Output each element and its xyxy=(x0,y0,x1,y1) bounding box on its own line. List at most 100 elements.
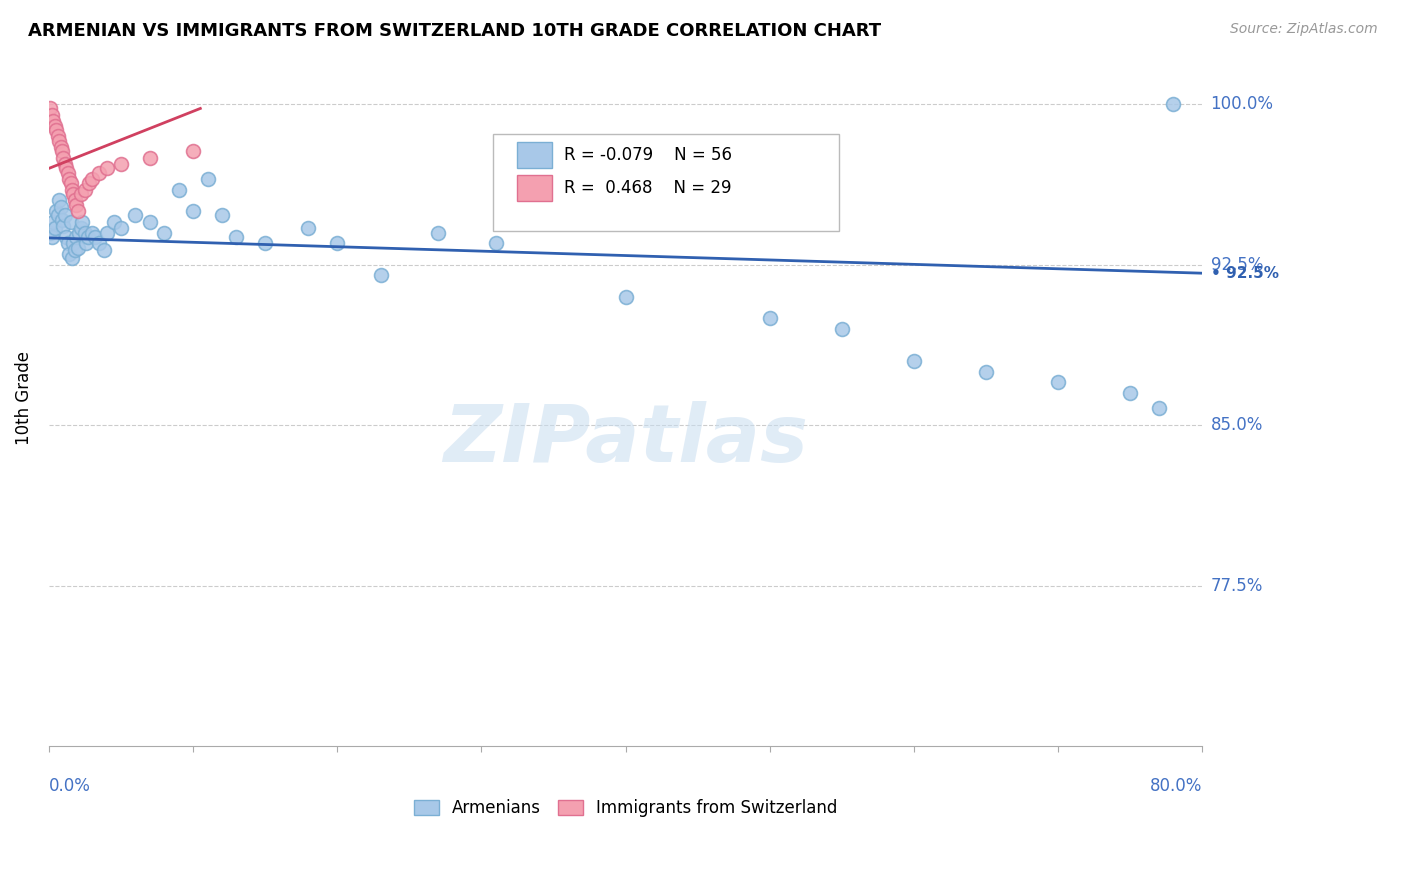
Point xyxy=(70,215,93,229)
Point xyxy=(63,243,86,257)
Point xyxy=(46,209,69,223)
Point xyxy=(66,204,89,219)
Point xyxy=(77,229,100,244)
FancyBboxPatch shape xyxy=(517,175,551,201)
Point xyxy=(1047,376,1070,390)
Text: Source: ZipAtlas.com: Source: ZipAtlas.com xyxy=(1230,22,1378,37)
Point xyxy=(73,183,96,197)
Text: R =  0.468    N = 29: R = 0.468 N = 29 xyxy=(564,179,733,197)
Point xyxy=(73,226,96,240)
Point xyxy=(181,204,204,219)
Point xyxy=(1147,401,1170,415)
Point xyxy=(84,229,107,244)
Point xyxy=(60,251,83,265)
Point xyxy=(89,236,111,251)
Point xyxy=(56,166,79,180)
FancyBboxPatch shape xyxy=(494,134,839,231)
Point xyxy=(39,102,62,116)
Point xyxy=(48,194,70,208)
Point xyxy=(124,209,146,223)
Point xyxy=(56,236,79,251)
Point xyxy=(69,187,91,202)
Point xyxy=(974,365,997,379)
Point xyxy=(65,229,87,244)
Point xyxy=(41,108,63,122)
Point xyxy=(427,226,450,240)
Point xyxy=(42,114,65,128)
Point xyxy=(153,226,176,240)
Point xyxy=(225,229,247,244)
Text: ARMENIAN VS IMMIGRANTS FROM SWITZERLAND 10TH GRADE CORRELATION CHART: ARMENIAN VS IMMIGRANTS FROM SWITZERLAND … xyxy=(28,22,882,40)
Point xyxy=(63,194,86,208)
Point xyxy=(93,243,115,257)
Text: R = -0.079    N = 56: R = -0.079 N = 56 xyxy=(564,146,733,164)
Point xyxy=(44,221,66,235)
Point xyxy=(89,166,111,180)
Point xyxy=(59,215,82,229)
Point xyxy=(45,123,67,137)
Point xyxy=(42,215,65,229)
Point xyxy=(110,157,132,171)
Legend: Armenians, Immigrants from Switzerland: Armenians, Immigrants from Switzerland xyxy=(408,793,844,824)
Text: ZIPatlas: ZIPatlas xyxy=(443,401,808,479)
Point xyxy=(903,354,925,368)
Y-axis label: 10th Grade: 10th Grade xyxy=(15,351,32,445)
Point xyxy=(326,236,349,251)
Point xyxy=(167,183,190,197)
Point xyxy=(75,236,97,251)
Point xyxy=(79,177,101,191)
Text: 0.0%: 0.0% xyxy=(49,777,91,796)
Point xyxy=(44,119,66,133)
Point xyxy=(60,183,83,197)
Text: 92.5%: 92.5% xyxy=(1211,256,1263,274)
Point xyxy=(51,212,73,227)
Point xyxy=(66,240,89,254)
Point xyxy=(831,322,853,336)
Point xyxy=(55,161,77,176)
Text: 85.0%: 85.0% xyxy=(1211,416,1263,434)
Point xyxy=(49,140,72,154)
Point xyxy=(1163,97,1185,112)
Point xyxy=(370,268,392,283)
Point xyxy=(82,226,104,240)
Text: 80.0%: 80.0% xyxy=(1150,777,1202,796)
Text: • 92.5%: • 92.5% xyxy=(1211,266,1278,281)
Point xyxy=(62,236,84,251)
Point xyxy=(45,204,67,219)
Point xyxy=(48,134,70,148)
Point xyxy=(211,209,233,223)
Point xyxy=(139,215,162,229)
Point xyxy=(67,226,90,240)
Point xyxy=(62,187,84,202)
Point xyxy=(485,236,508,251)
Point xyxy=(139,151,162,165)
Point xyxy=(39,226,62,240)
Point xyxy=(55,229,77,244)
Point xyxy=(197,172,219,186)
Text: 77.5%: 77.5% xyxy=(1211,576,1263,595)
Point xyxy=(53,209,76,223)
FancyBboxPatch shape xyxy=(517,143,551,169)
Point xyxy=(52,151,75,165)
Point xyxy=(181,145,204,159)
Point xyxy=(758,311,780,326)
Point xyxy=(96,161,118,176)
Point xyxy=(103,215,125,229)
Point xyxy=(254,236,277,251)
Point xyxy=(53,157,76,171)
Text: 100.0%: 100.0% xyxy=(1211,95,1274,113)
Point xyxy=(297,221,319,235)
Point xyxy=(69,221,91,235)
Point xyxy=(58,172,80,186)
Point xyxy=(1119,386,1142,401)
Point xyxy=(65,198,87,212)
Point xyxy=(41,229,63,244)
Point xyxy=(52,219,75,234)
Point xyxy=(46,129,69,144)
Point xyxy=(82,172,104,186)
Point xyxy=(51,145,73,159)
Point xyxy=(110,221,132,235)
Point xyxy=(58,247,80,261)
Point xyxy=(96,226,118,240)
Point xyxy=(614,290,637,304)
